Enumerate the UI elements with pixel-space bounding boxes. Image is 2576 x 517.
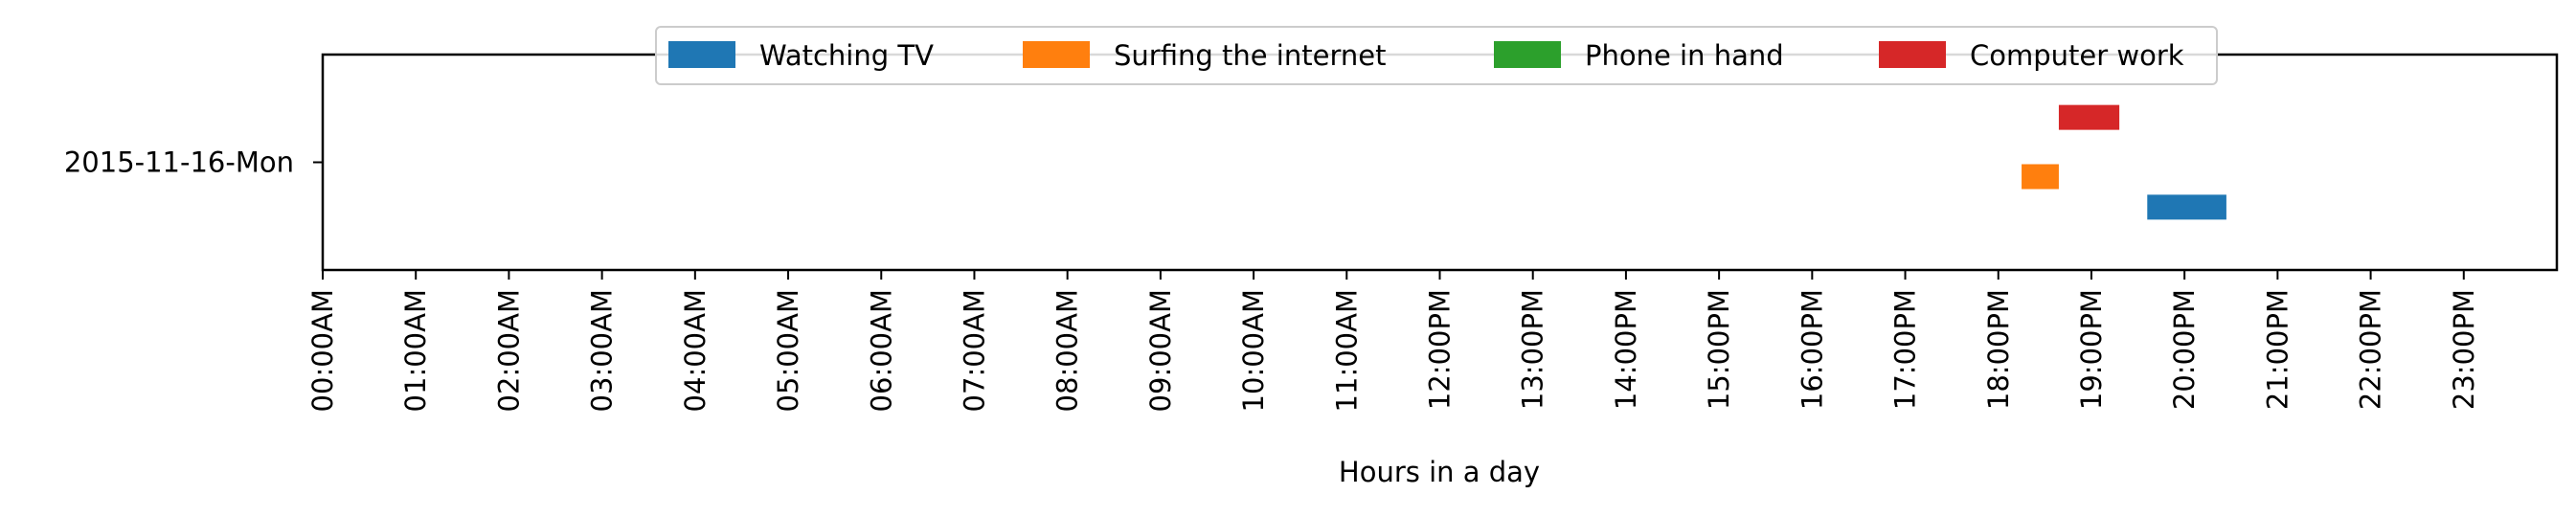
x-axis: 00:00AM 01:00AM 02:00AM 03:00AM 04:00AM 05:00… bbox=[306, 270, 2480, 412]
x-tick-label: 08:00AM bbox=[1051, 289, 1084, 412]
legend-label: Phone in hand bbox=[1585, 39, 1784, 72]
x-tick-label: 21:00PM bbox=[2261, 289, 2294, 410]
y-axis: 2015-11-16-Mon bbox=[64, 146, 323, 179]
legend-swatch bbox=[1023, 41, 1090, 68]
x-tick-label: 18:00PM bbox=[1982, 289, 2015, 410]
x-axis-label: Hours in a day bbox=[1339, 456, 1540, 488]
x-tick-label: 15:00PM bbox=[1703, 289, 1735, 410]
x-tick-label: 02:00AM bbox=[492, 289, 525, 412]
bar-watching-tv bbox=[2147, 194, 2226, 220]
x-tick-label: 20:00PM bbox=[2168, 289, 2201, 410]
legend-label: Watching TV bbox=[759, 39, 934, 72]
x-tick-label: 00:00AM bbox=[306, 289, 339, 412]
x-tick-label: 01:00AM bbox=[399, 289, 432, 412]
y-tick-label: 2015-11-16-Mon bbox=[64, 146, 294, 179]
legend-swatch bbox=[668, 41, 735, 68]
x-tick-label: 04:00AM bbox=[679, 289, 712, 412]
bars-layer bbox=[2022, 104, 2226, 220]
legend-label: Computer work bbox=[1970, 39, 2184, 72]
legend: Watching TV Surfing the internet Phone in … bbox=[655, 26, 2218, 85]
legend-swatch bbox=[1494, 41, 1561, 68]
x-tick-label: 10:00AM bbox=[1237, 289, 1270, 412]
x-tick-label: 11:00AM bbox=[1330, 289, 1363, 412]
x-tick-label: 16:00PM bbox=[1796, 289, 1828, 410]
x-tick-label: 07:00AM bbox=[958, 289, 990, 412]
x-tick-label: 22:00PM bbox=[2355, 289, 2387, 410]
x-tick-label: 13:00PM bbox=[1517, 289, 1549, 410]
x-tick-label: 09:00AM bbox=[1144, 289, 1177, 412]
plot-frame bbox=[321, 53, 2559, 272]
x-tick-label: 03:00AM bbox=[586, 289, 619, 412]
bar-computer-work bbox=[2058, 104, 2120, 130]
x-tick-label: 23:00PM bbox=[2448, 289, 2480, 410]
legend-swatch bbox=[1879, 41, 1946, 68]
x-tick-label: 19:00PM bbox=[2075, 289, 2108, 410]
legend-label: Surfing the internet bbox=[1114, 39, 1386, 72]
x-tick-label: 06:00AM bbox=[865, 289, 897, 412]
x-tick-label: 05:00AM bbox=[772, 289, 804, 412]
x-tick-label: 12:00PM bbox=[1424, 289, 1457, 410]
bar-surfing-the-internet bbox=[2022, 164, 2059, 190]
x-tick-label: 17:00PM bbox=[1889, 289, 1922, 410]
x-tick-label: 14:00PM bbox=[1610, 289, 1642, 410]
